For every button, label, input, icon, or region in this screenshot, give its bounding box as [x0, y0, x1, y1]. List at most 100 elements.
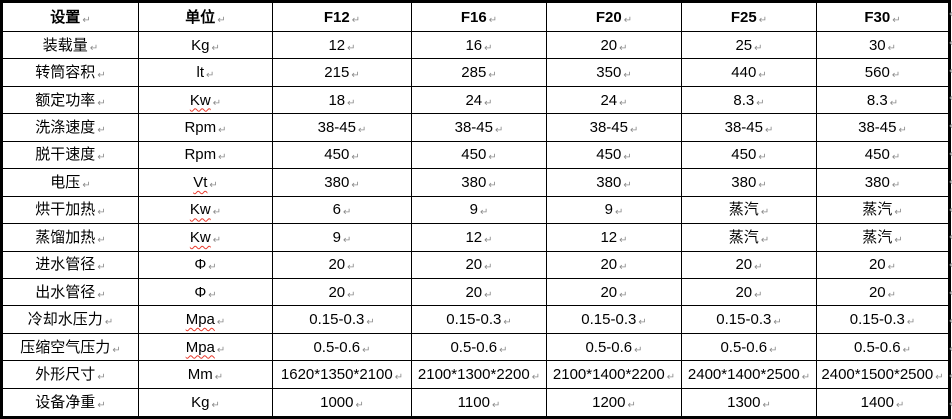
- value-cell-f12: 0.5-0.6 ↵: [272, 332, 412, 362]
- value-cell-f16: 20 ↵: [411, 250, 547, 279]
- cell-value: 蒸汽: [728, 201, 759, 219]
- cell-value: 9: [332, 228, 341, 246]
- paragraph-mark-icon: ↵: [754, 42, 763, 54]
- unit-value: Vt: [193, 173, 208, 191]
- row-end-mark-icon: ↵: [949, 93, 952, 104]
- paragraph-mark-icon: ↵: [97, 289, 106, 301]
- unit-value: Rpm: [184, 146, 217, 164]
- row-end-mark-icon: ↵: [949, 232, 952, 243]
- spec-label-cell: 脱干速度 ↵: [1, 140, 139, 170]
- cell-value: 1400: [860, 393, 894, 411]
- row-end-mark-icon: ↵: [949, 66, 952, 77]
- value-cell-f25: 8.3 ↵: [681, 85, 817, 115]
- cell-value: 24: [465, 91, 483, 109]
- spec-label: 蒸馏加热: [35, 228, 96, 246]
- cell-value: 0.15-0.3: [581, 311, 637, 329]
- header-unit: 单位 ↵: [138, 1, 273, 32]
- value-cell-f20: 9 ↵: [546, 195, 682, 225]
- spec-table-body: 装载量 ↵ Kg ↵ 12 ↵ 16 ↵ 20 ↵ 25 ↵ 30 ↵ 转筒容积 ↵ lt ↵ 2…: [1, 30, 950, 419]
- paragraph-mark-icon: ↵: [758, 179, 767, 191]
- paragraph-mark-icon: ↵: [342, 234, 352, 246]
- paragraph-mark-icon: ↵: [488, 14, 498, 26]
- paragraph-mark-icon: ↵: [347, 42, 356, 54]
- cell-value: 0.15-0.3: [849, 311, 905, 329]
- value-cell-f12: 450 ↵: [272, 140, 412, 170]
- paragraph-mark-icon: ↵: [666, 371, 676, 383]
- paragraph-mark-icon: ↵: [623, 152, 632, 164]
- paragraph-mark-icon: ↵: [212, 234, 222, 246]
- cell-value: 9: [604, 201, 613, 219]
- cell-value: 450: [461, 146, 487, 164]
- cell-value: 0.15-0.3: [309, 311, 365, 329]
- unit-cell: Kw ↵: [138, 85, 273, 115]
- header-f16-label: F16: [460, 8, 487, 26]
- spec-label: 电压: [50, 173, 81, 191]
- paragraph-mark-icon: ↵: [206, 70, 215, 82]
- cell-value: 25: [735, 36, 753, 54]
- value-cell-f12: 38-45 ↵: [272, 113, 412, 142]
- value-cell-f25: 25 ↵: [681, 30, 817, 60]
- paragraph-mark-icon: ↵: [97, 97, 106, 109]
- value-cell-f20: 12 ↵: [546, 223, 682, 252]
- value-cell-f20: 20 ↵: [546, 277, 682, 307]
- cell-value: 20: [600, 283, 618, 301]
- value-cell-f30: 560 ↵: [816, 58, 950, 87]
- cell-value: 0.15-0.3: [716, 311, 772, 329]
- paragraph-mark-icon: ↵: [638, 317, 647, 329]
- spec-label-cell: 转筒容积 ↵: [1, 58, 139, 87]
- header-f20-label: F20: [595, 8, 622, 26]
- cell-value: 6: [332, 201, 341, 219]
- value-cell-f12: 215 ↵: [272, 58, 412, 87]
- paragraph-mark-icon: ↵: [887, 289, 897, 301]
- value-cell-f12: 0.15-0.3 ↵: [272, 305, 412, 334]
- value-cell-f16: 1100 ↵: [411, 387, 547, 419]
- header-f20: F20 ↵: [546, 1, 682, 32]
- unit-value: Mpa: [185, 311, 215, 329]
- row-end-mark-icon: ↵: [949, 371, 952, 382]
- row-end-mark-icon: ↵: [949, 288, 952, 299]
- cell-value: 20: [465, 283, 483, 301]
- paragraph-mark-icon: ↵: [484, 42, 493, 54]
- cell-value: 0.15-0.3: [446, 311, 502, 329]
- paragraph-mark-icon: ↵: [97, 152, 106, 164]
- row-end-mark-icon: ↵: [949, 121, 952, 132]
- value-cell-f25: 蒸汽 ↵: [681, 223, 817, 252]
- header-unit-label: 单位: [185, 8, 216, 26]
- spec-label-cell: 外形尺寸 ↵: [1, 360, 139, 389]
- paragraph-mark-icon: ↵: [97, 234, 106, 246]
- value-cell-f25: 38-45 ↵: [681, 113, 817, 142]
- cell-value: 1300: [727, 393, 761, 411]
- paragraph-mark-icon: ↵: [503, 317, 512, 329]
- paragraph-mark-icon: ↵: [342, 207, 352, 219]
- cell-value: 1620*1350*2100: [280, 365, 393, 383]
- spec-label-cell: 烘干加热 ↵: [1, 195, 139, 225]
- cell-value: 20: [868, 283, 886, 301]
- cell-value: 2400*1500*2500: [821, 365, 934, 383]
- value-cell-f12: 380 ↵: [272, 168, 412, 197]
- cell-value: 450: [324, 146, 350, 164]
- table-row: 外形尺寸 ↵ Mm ↵ 1620*1350*2100 ↵ 2100*1300*2200…: [1, 360, 950, 389]
- value-cell-f25: 380 ↵: [681, 168, 817, 197]
- cell-value: 24: [600, 91, 618, 109]
- value-cell-f30: 蒸汽 ↵: [816, 195, 950, 225]
- value-cell-f30: 8.3 ↵: [816, 85, 950, 115]
- cell-value: 1200: [592, 393, 626, 411]
- value-cell-f12: 20 ↵: [272, 250, 412, 279]
- value-cell-f20: 0.5-0.6 ↵: [546, 332, 682, 362]
- paragraph-mark-icon: ↵: [394, 371, 404, 383]
- cell-value: 380: [461, 173, 487, 191]
- paragraph-mark-icon: ↵: [762, 399, 771, 411]
- paragraph-mark-icon: ↵: [217, 14, 226, 26]
- paragraph-mark-icon: ↵: [887, 42, 897, 54]
- cell-value: 38-45: [589, 119, 628, 137]
- cell-value: 2400*1400*2500: [687, 365, 800, 383]
- value-cell-f30: 20 ↵: [816, 250, 950, 279]
- cell-value: 30: [868, 36, 886, 54]
- value-cell-f16: 0.15-0.3 ↵: [411, 305, 547, 334]
- table-row: 蒸馏加热 ↵ Kw ↵ 9 ↵ 12 ↵ 12 ↵ 蒸汽 ↵ 蒸汽 ↵: [1, 223, 950, 252]
- paragraph-mark-icon: ↵: [214, 371, 224, 383]
- cell-value: 38-45: [724, 119, 763, 137]
- paragraph-mark-icon: ↵: [891, 179, 901, 191]
- paragraph-mark-icon: ↵: [499, 344, 508, 356]
- paragraph-mark-icon: ↵: [97, 399, 106, 411]
